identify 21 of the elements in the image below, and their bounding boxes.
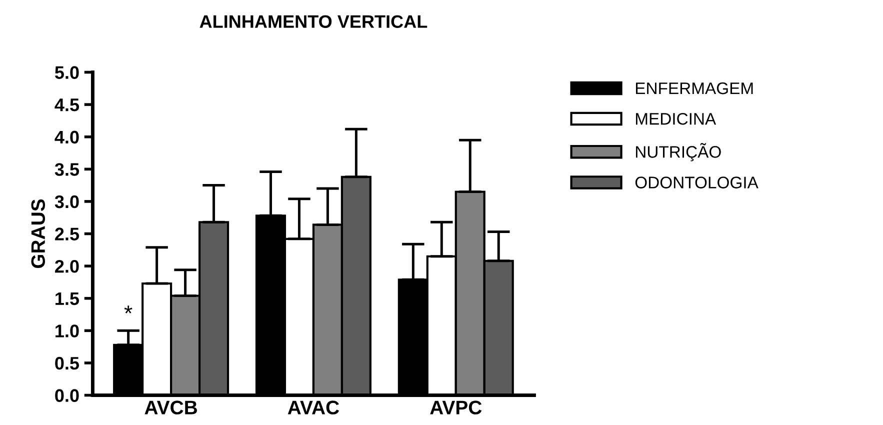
y-tick-label: 3.0 [54,195,79,208]
legend-label: NUTRIÇÃO [636,143,721,162]
x-tick-label: AVPC [430,400,482,414]
y-tick-label: 3.5 [54,163,80,176]
x-tick-label: AVCB [144,400,197,414]
y-tick-label: 2.5 [55,228,80,240]
x-tick-label: AVAC [288,400,340,414]
legend-label: ENFERMAGEM [636,82,753,94]
y-tick-label: 2.0 [55,260,79,273]
y-tick-label: 5.0 [54,66,79,79]
y-tick-label: 1.0 [56,324,79,338]
chart-title: ALINHAMENTO VERTICAL [200,15,428,28]
y-tick-label: 1.5 [56,292,80,306]
y-tick-label: 4.5 [54,98,80,112]
y-tick-label: 4.0 [54,130,79,144]
annotation: * [124,306,132,314]
y-tick-label: 0.0 [55,389,79,402]
legend-label: ODONTOLOGIA [635,176,758,188]
y-axis-title: GRAUS [31,199,46,268]
legend-label: MEDICINA [636,112,716,125]
y-tick-label: 0.5 [55,356,80,370]
